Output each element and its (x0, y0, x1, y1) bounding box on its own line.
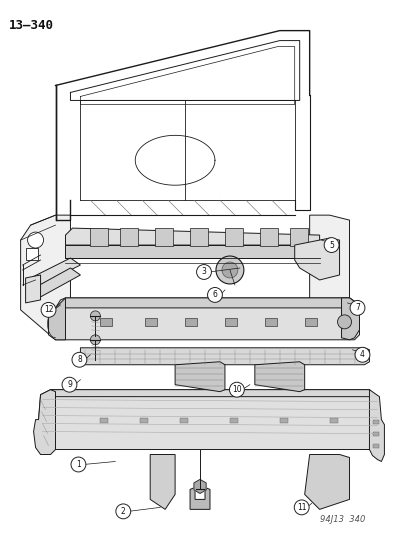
Bar (26, 248, 38, 260)
Circle shape (90, 335, 100, 345)
Circle shape (221, 262, 237, 278)
Bar (120, 228, 138, 246)
Bar (90, 228, 108, 246)
Circle shape (354, 348, 369, 362)
Polygon shape (194, 480, 206, 494)
Polygon shape (190, 487, 209, 510)
Text: 1: 1 (76, 460, 81, 469)
Bar (329, 417, 337, 423)
Bar (224, 318, 236, 326)
Bar (100, 417, 108, 423)
Bar (145, 318, 157, 326)
Polygon shape (254, 362, 304, 392)
Bar (140, 417, 148, 423)
Polygon shape (304, 455, 349, 510)
Polygon shape (60, 298, 358, 308)
Bar (224, 228, 242, 246)
Circle shape (349, 301, 364, 316)
Polygon shape (80, 348, 368, 365)
Circle shape (337, 315, 351, 329)
Polygon shape (48, 298, 65, 340)
Polygon shape (175, 362, 224, 392)
Bar (373, 432, 378, 435)
Bar (185, 318, 197, 326)
Bar (289, 228, 307, 246)
Circle shape (41, 302, 56, 317)
Polygon shape (150, 455, 175, 510)
Text: 3: 3 (201, 268, 206, 277)
Text: 2: 2 (121, 507, 126, 516)
Polygon shape (65, 245, 319, 258)
Circle shape (323, 238, 338, 253)
Bar (190, 228, 207, 246)
Bar (264, 318, 276, 326)
Circle shape (116, 504, 131, 519)
Text: 12: 12 (44, 305, 53, 314)
Text: 7: 7 (354, 303, 359, 312)
Circle shape (72, 352, 87, 367)
Text: 5: 5 (328, 240, 333, 249)
Bar (304, 318, 316, 326)
Polygon shape (50, 390, 373, 397)
Bar (373, 419, 378, 424)
Text: 6: 6 (212, 290, 217, 300)
Circle shape (90, 311, 100, 321)
Text: 94J13  340: 94J13 340 (319, 515, 364, 524)
Text: 4: 4 (359, 350, 364, 359)
Polygon shape (65, 228, 319, 245)
Text: 10: 10 (232, 385, 241, 394)
Polygon shape (309, 215, 349, 330)
Bar (279, 417, 287, 423)
Text: 9: 9 (67, 380, 72, 389)
Circle shape (229, 382, 244, 397)
Circle shape (28, 232, 43, 248)
Bar (100, 318, 112, 326)
Polygon shape (33, 390, 55, 455)
Circle shape (207, 287, 222, 302)
Circle shape (62, 377, 77, 392)
Circle shape (294, 500, 309, 515)
Circle shape (216, 256, 243, 284)
Polygon shape (31, 258, 80, 285)
Polygon shape (341, 298, 358, 340)
Polygon shape (55, 298, 358, 340)
Text: 13—340: 13—340 (9, 19, 54, 31)
Polygon shape (31, 268, 80, 297)
Bar (229, 417, 237, 423)
Bar (373, 443, 378, 448)
Bar (259, 228, 277, 246)
Circle shape (196, 264, 211, 279)
Circle shape (71, 457, 85, 472)
Bar (155, 228, 173, 246)
Text: 8: 8 (77, 356, 82, 364)
Polygon shape (21, 215, 70, 340)
Bar (180, 417, 188, 423)
Text: 11: 11 (296, 503, 306, 512)
Polygon shape (368, 390, 384, 462)
Polygon shape (26, 275, 40, 303)
Polygon shape (294, 238, 339, 280)
Polygon shape (38, 390, 378, 449)
